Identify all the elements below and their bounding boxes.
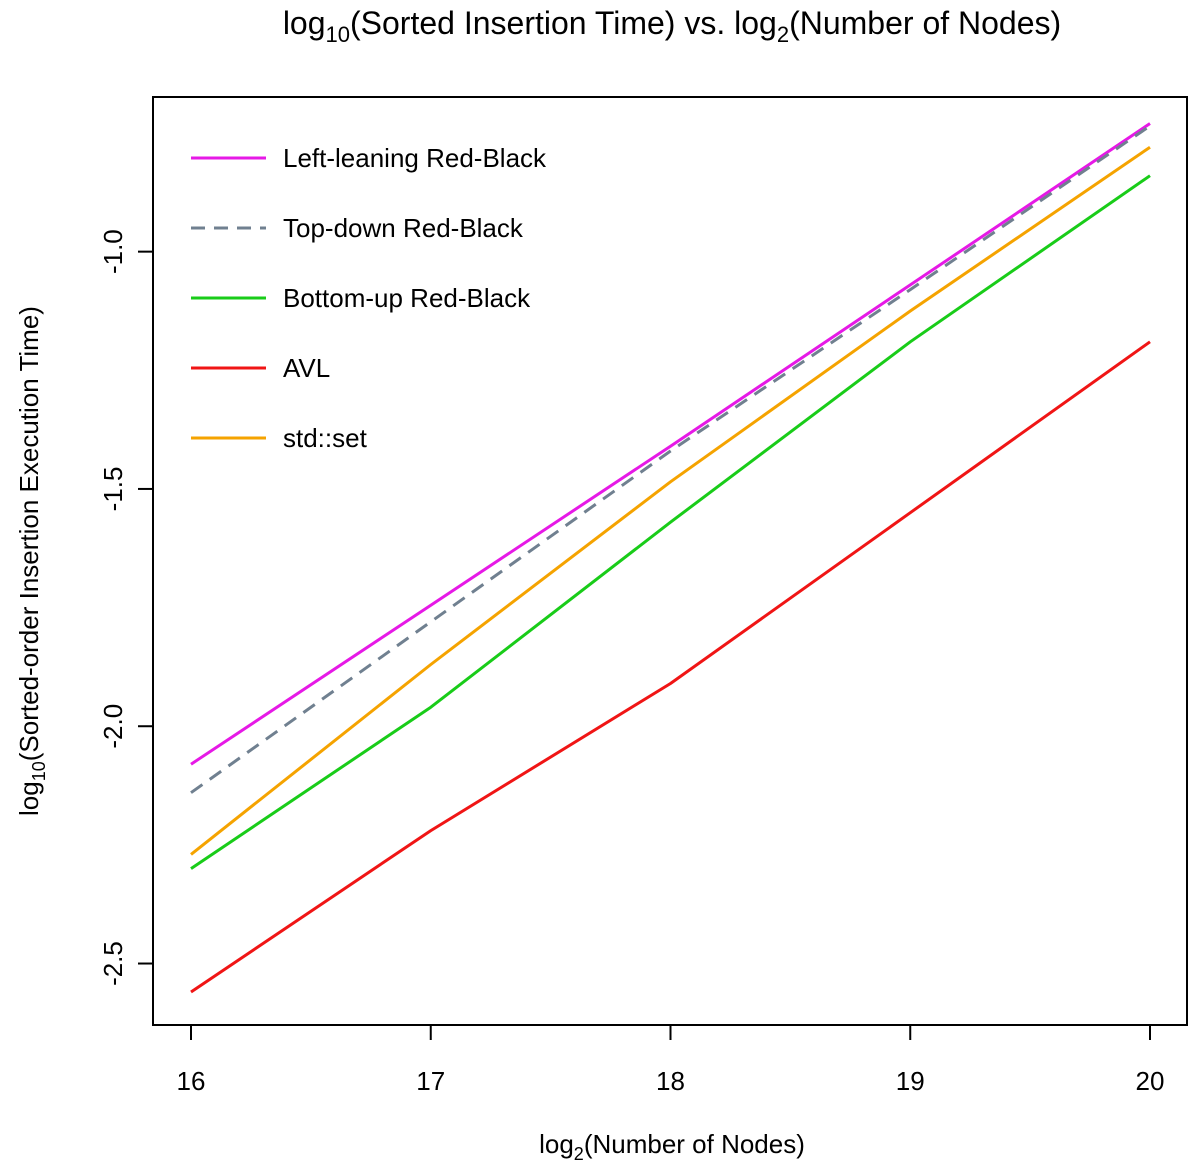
x-axis-title: log2(Number of Nodes) — [539, 1129, 805, 1164]
x-tick-label: 19 — [896, 1066, 925, 1096]
y-axis-title: log10(Sorted-order Insertion Execution T… — [14, 306, 49, 816]
series-line-bottom-up-red-black — [190, 174, 1151, 870]
legend-label: AVL — [283, 353, 330, 383]
x-axis: 16 17 18 19 20 — [177, 1025, 1165, 1096]
y-tick-label: -1.0 — [98, 229, 128, 274]
series-line-left-leaning-red-black — [190, 122, 1151, 766]
legend-label: Left-leaning Red-Black — [283, 143, 547, 173]
y-tick-label: -1.5 — [98, 467, 128, 512]
x-tick-label: 16 — [177, 1066, 206, 1096]
y-axis: -1.0 -1.5 -2.0 -2.5 — [98, 229, 153, 986]
legend-label: Top-down Red-Black — [283, 213, 524, 243]
legend: Left-leaning Red-Black Top-down Red-Black… — [191, 143, 547, 453]
series-line-avl — [190, 340, 1151, 994]
y-tick-label: -2.5 — [98, 941, 128, 986]
series-lines — [190, 122, 1151, 994]
series-line-top-down-red-black — [190, 124, 1151, 794]
x-tick-label: 20 — [1136, 1066, 1165, 1096]
y-tick-label: -2.0 — [98, 704, 128, 749]
chart-title: log10(Sorted Insertion Time) vs. log2(Nu… — [283, 5, 1061, 47]
series-line-std-set — [190, 145, 1151, 856]
legend-label: Bottom-up Red-Black — [283, 283, 531, 313]
x-tick-label: 17 — [416, 1066, 445, 1096]
legend-label: std::set — [283, 423, 368, 453]
x-tick-label: 18 — [656, 1066, 685, 1096]
